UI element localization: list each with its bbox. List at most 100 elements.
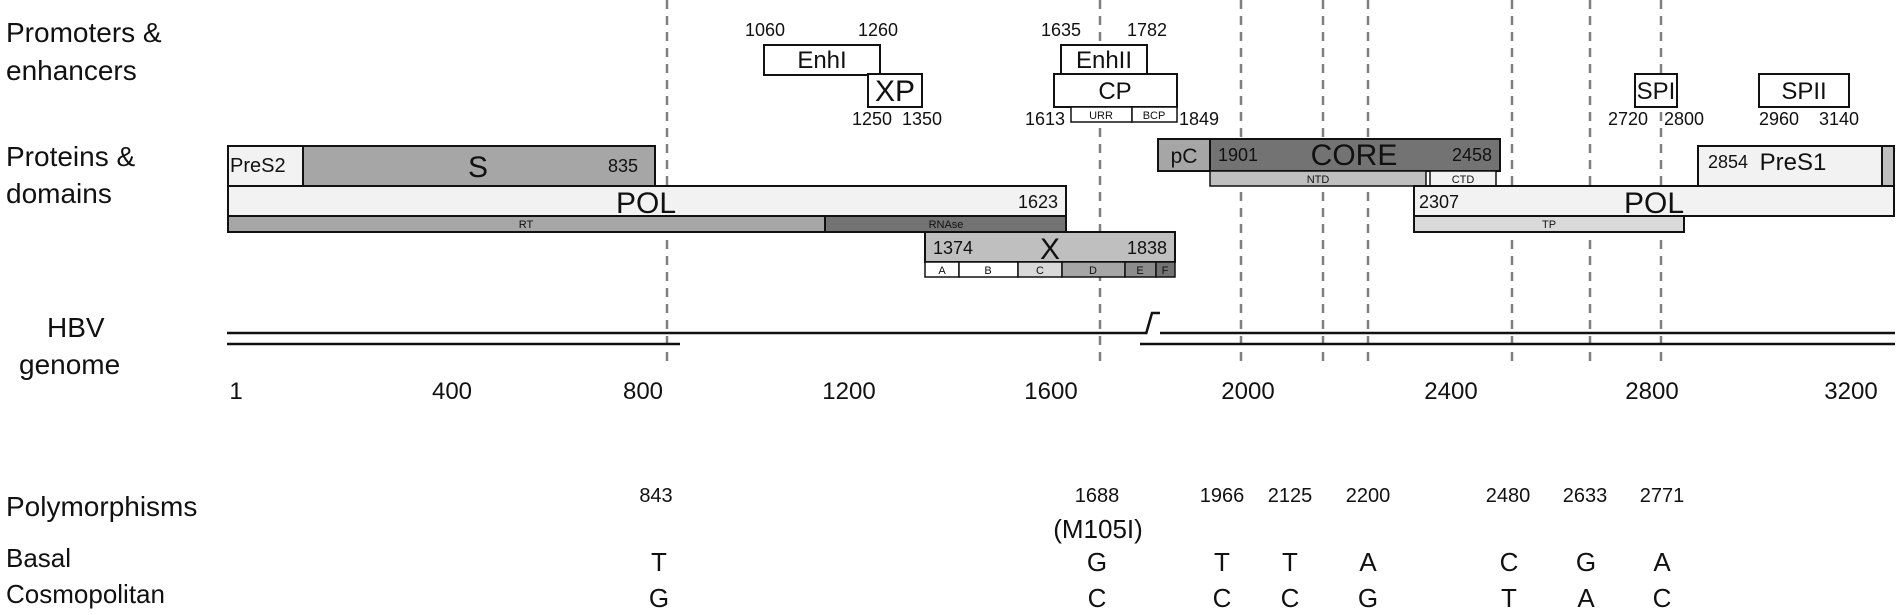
xp-box — [867, 73, 923, 108]
enhi-label: EnhI — [797, 47, 846, 74]
tick-800: 800 — [623, 378, 663, 405]
enhii-end: 1782 — [1127, 20, 1167, 40]
tick-1600: 1600 — [1024, 378, 1077, 405]
pol-left-end-label: 1623 — [1018, 192, 1058, 212]
x-domain-d-label: D — [1089, 265, 1097, 277]
spi-end: 2800 — [1664, 109, 1704, 129]
polymorphisms-label: Polymorphisms — [6, 491, 197, 522]
rnase-label: RNAse — [929, 219, 964, 231]
x-domain-f-label: F — [1162, 265, 1169, 277]
rt-label: RT — [519, 219, 534, 231]
spi-start: 2720 — [1608, 109, 1648, 129]
enhii-start: 1635 — [1041, 20, 1081, 40]
poly-2125-position: 2125 — [1268, 485, 1313, 507]
enhi-start: 1060 — [745, 20, 785, 40]
poly-2200-cosmopolitan: G — [1358, 583, 1378, 613]
genome-track — [227, 311, 1895, 346]
proteins-label-line2: domains — [6, 178, 112, 209]
pc-label: pC — [1171, 145, 1198, 168]
promoter-labels: EnhI 1060 1260 XP 1250 1350 EnhII 1635 1… — [745, 20, 1859, 129]
pc-box — [1157, 138, 1211, 172]
poly-2771-basal: A — [1653, 547, 1671, 577]
x-box — [924, 231, 1176, 263]
pres2-label: PreS2 — [230, 155, 286, 177]
bcp-label: BCP — [1143, 110, 1166, 122]
promoters-enhancers — [763, 44, 1850, 123]
promoters-label-line2: enhancers — [6, 55, 137, 86]
tick-1200: 1200 — [822, 378, 875, 405]
pres1-label: PreS1 — [1760, 149, 1827, 176]
x-domain-a-label: A — [938, 265, 946, 277]
poly-843-basal: T — [651, 547, 667, 577]
poly-1966-cosmopolitan: C — [1213, 583, 1232, 613]
tick-2400: 2400 — [1424, 378, 1477, 405]
x-end-label: 1838 — [1127, 238, 1167, 258]
poly-2200-position: 2200 — [1346, 485, 1391, 507]
poly-2633-position: 2633 — [1563, 485, 1608, 507]
xp-start: 1250 — [852, 109, 892, 129]
promoters-label-line1: Promoters & — [6, 17, 162, 48]
core-label: CORE — [1311, 139, 1398, 172]
x-domain-b-label: B — [984, 265, 991, 277]
poly-1688-cosmopolitan: C — [1088, 583, 1107, 613]
spii-end: 3140 — [1819, 109, 1859, 129]
poly-2125-basal: T — [1282, 547, 1298, 577]
xp-end: 1350 — [902, 109, 942, 129]
poly-2480-cosmopolitan: T — [1501, 583, 1517, 613]
x-domain-f — [1155, 261, 1176, 278]
poly-1688-note: (M105I) — [1053, 514, 1143, 544]
poly-2480-basal: C — [1500, 547, 1519, 577]
core-end-label: 2458 — [1452, 145, 1492, 165]
cosmopolitan-label: Cosmopolitan — [6, 579, 165, 609]
enhi-box — [763, 44, 881, 76]
pol-left-box — [227, 185, 1067, 217]
spii-box — [1758, 73, 1850, 108]
tick-1: 1 — [229, 378, 242, 405]
genome-label-line2: genome — [19, 349, 120, 380]
enhii-box — [1060, 44, 1148, 76]
poly-1966-basal: T — [1214, 547, 1230, 577]
poly-1688-basal: G — [1087, 547, 1107, 577]
genome-label-line1: HBV — [47, 312, 105, 343]
poly-2200-basal: A — [1359, 547, 1377, 577]
x-label: X — [1040, 233, 1060, 266]
core-box — [1209, 138, 1501, 172]
pol-right-start-label: 2307 — [1419, 192, 1459, 212]
cp-label: CP — [1098, 78, 1131, 105]
cp-end: 1849 — [1179, 109, 1219, 129]
s-end-label: 835 — [608, 156, 638, 176]
tick-2000: 2000 — [1221, 378, 1274, 405]
poly-2633-basal: G — [1576, 547, 1596, 577]
bcp-box — [1131, 106, 1178, 123]
proteins-domains — [227, 138, 1895, 278]
enhii-label: EnhII — [1076, 47, 1132, 74]
spi-box — [1634, 73, 1678, 108]
proteins-label-line1: Proteins & — [6, 141, 135, 172]
poly-843-position: 843 — [639, 485, 672, 507]
tp-bar — [1413, 215, 1685, 233]
genome-break-mark — [1144, 311, 1160, 335]
poly-2771-cosmopolitan: C — [1653, 583, 1672, 613]
poly-2771-position: 2771 — [1640, 485, 1685, 507]
spi-label: SPI — [1637, 78, 1676, 105]
core-start-label: 1901 — [1218, 145, 1258, 165]
ntd-bar — [1209, 170, 1427, 187]
pol-left-label: POL — [616, 187, 676, 220]
poly-2480-position: 2480 — [1486, 485, 1531, 507]
x-domain-c-label: C — [1036, 265, 1044, 277]
pres1-start-label: 2854 — [1708, 152, 1748, 172]
row-labels: Promoters & enhancers Proteins & domains… — [6, 17, 197, 609]
pol-right-label: POL — [1624, 187, 1684, 220]
cp-box — [1053, 73, 1178, 108]
poly-1688-position: 1688 — [1075, 485, 1120, 507]
x-domain-e-label: E — [1136, 265, 1143, 277]
ctd-label: CTD — [1452, 174, 1475, 186]
polymorphism-table: 843 T G 1688 (M105I) G C 1966 T C 2125 T… — [639, 485, 1684, 613]
ntd-label: NTD — [1307, 174, 1330, 186]
s-box — [302, 145, 656, 187]
cp-start: 1613 — [1025, 109, 1065, 129]
s-label: S — [468, 151, 488, 184]
pres2-wrap-box — [1881, 145, 1895, 187]
spii-label: SPII — [1781, 78, 1826, 105]
